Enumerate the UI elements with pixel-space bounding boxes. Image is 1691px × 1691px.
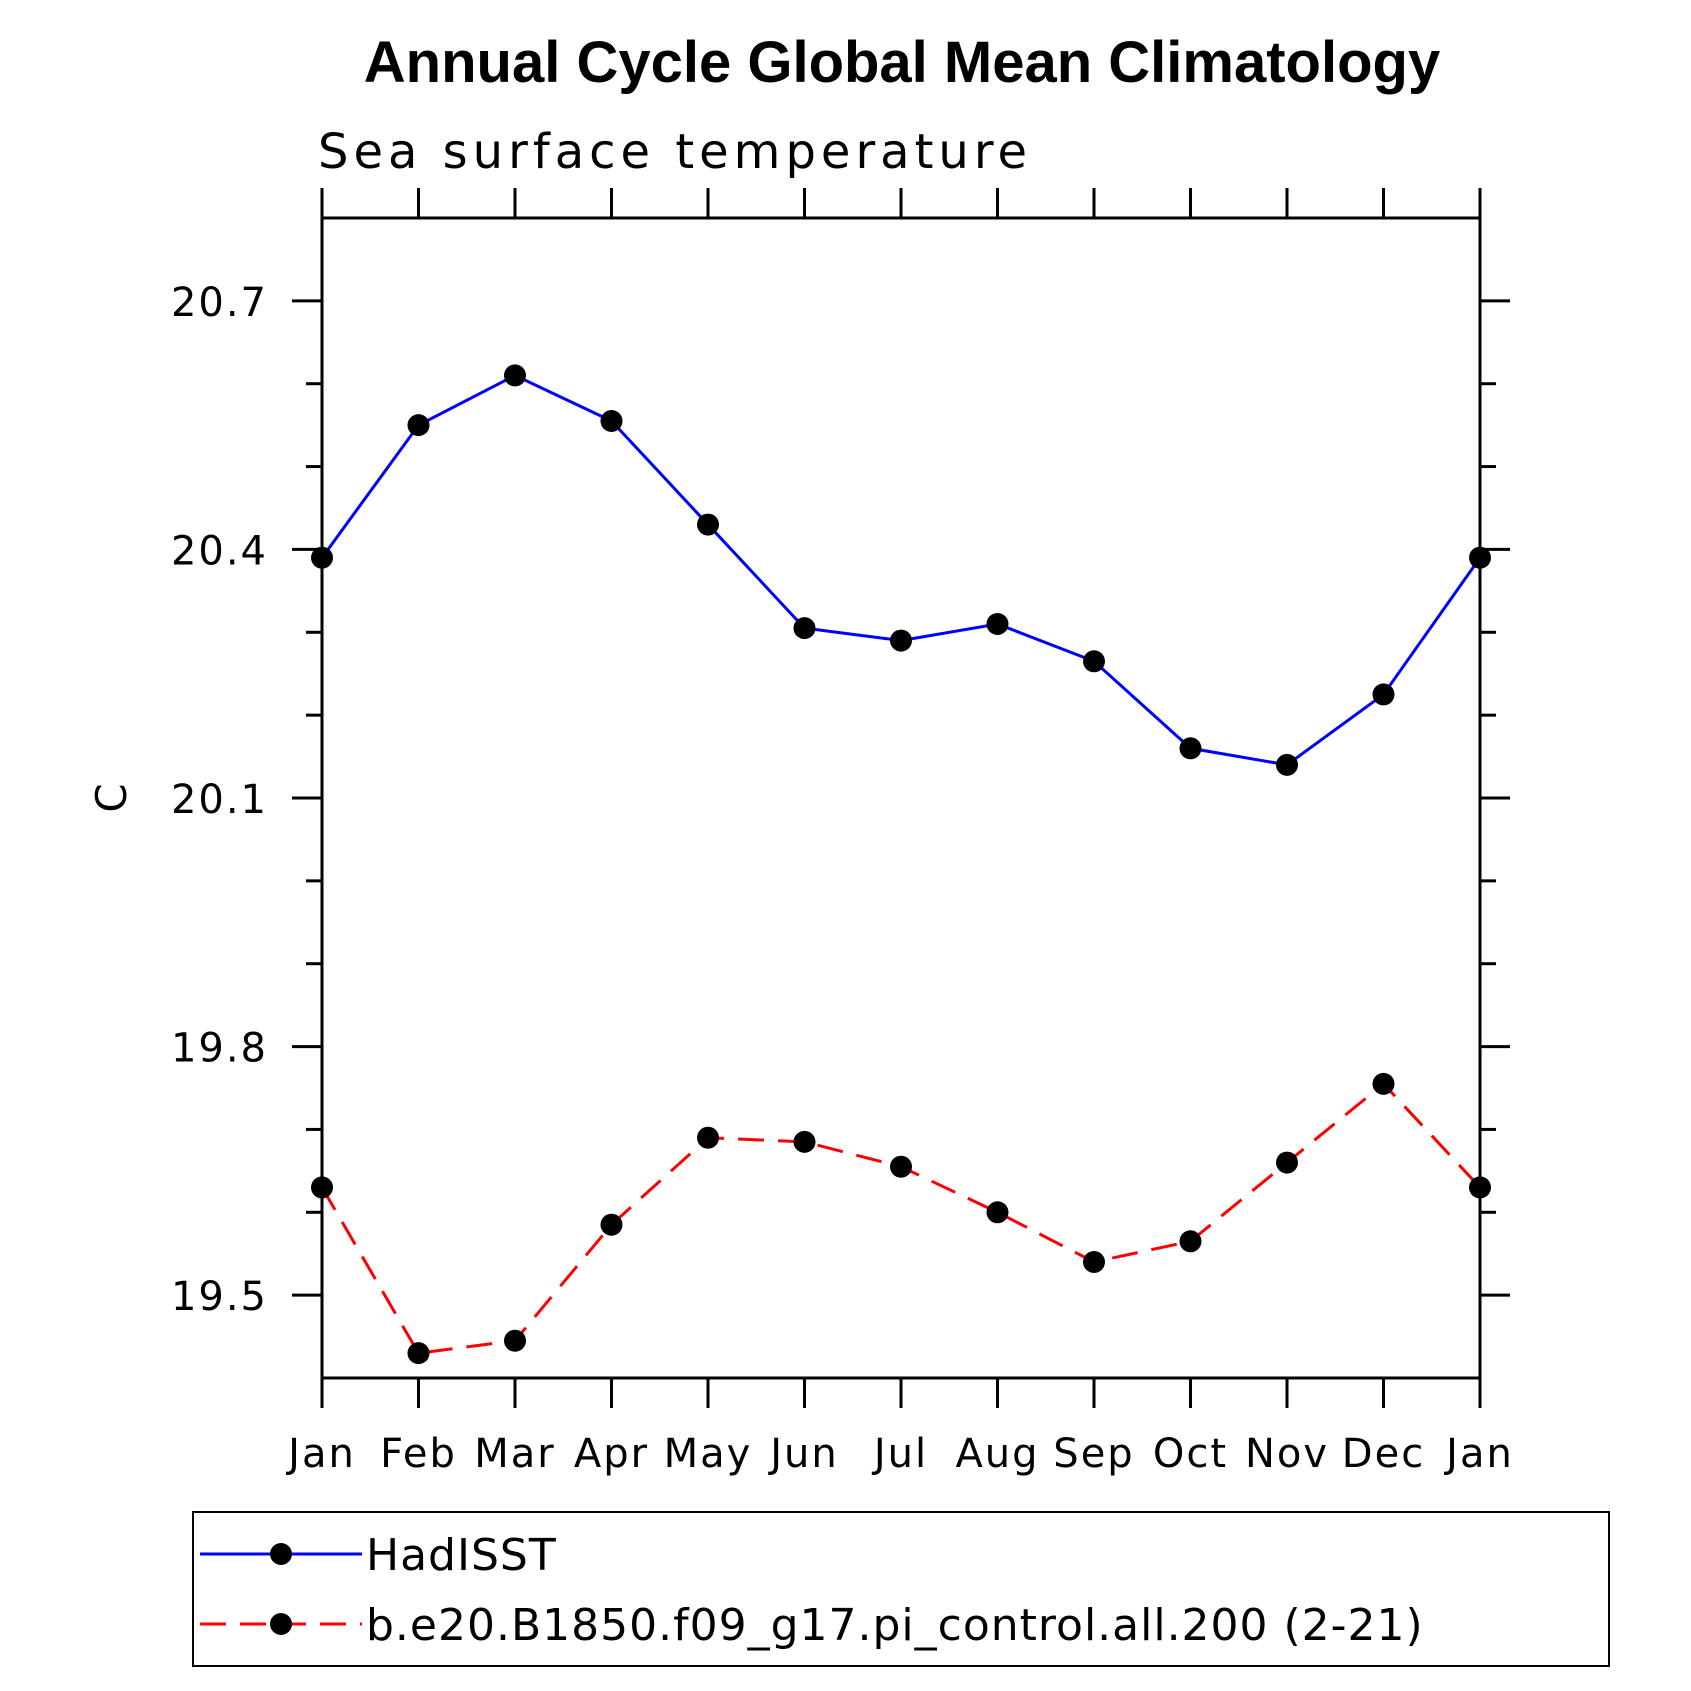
legend-box: [192, 1511, 1610, 1667]
series-2-point: [1372, 1072, 1395, 1095]
series-2-point: [407, 1342, 430, 1365]
x-tick-labels: Jan Feb Mar Apr May Jun Jul Aug Sep Oct Nov Dec Jan: [285, 1431, 1514, 1477]
x-tick-label: Jun: [767, 1431, 839, 1477]
y-tick-labels: 19.5 19.8 20.1 20.4 20.7: [171, 280, 268, 1320]
series-1-point: [311, 546, 333, 569]
series-2-point: [1083, 1251, 1105, 1273]
y-tick-label: 20.4: [171, 528, 268, 574]
plot-frame: [320, 216, 1482, 1380]
x-tick-label: Nov: [1245, 1431, 1329, 1477]
series-1-point: [600, 410, 623, 432]
series-2-point: [1276, 1151, 1298, 1174]
y-tick-label: 19.8: [171, 1026, 268, 1072]
series-1-point: [407, 414, 430, 437]
series-1-point: [1179, 737, 1202, 760]
series-2-point: [793, 1130, 816, 1153]
series-1-point: [1469, 546, 1491, 569]
y-tick-label: 20.1: [171, 777, 268, 823]
series-1-point: [504, 364, 526, 387]
x-tick-label: Jul: [871, 1431, 928, 1477]
series-2-point: [697, 1126, 719, 1149]
series-line-2: [320, 1081, 1482, 1355]
legend-marker: [270, 1613, 292, 1635]
x-tick-label: Feb: [380, 1431, 457, 1477]
series-2-point: [600, 1213, 623, 1236]
series-2-point: [890, 1155, 912, 1178]
series-1-point: [793, 617, 816, 640]
legend-marker: [270, 1543, 292, 1565]
chart-title: Annual Cycle Global Mean Climatology: [364, 30, 1440, 95]
x-tick-label: May: [664, 1431, 753, 1477]
x-tick-label: Mar: [474, 1431, 555, 1477]
legend-label: HadISST: [366, 1530, 557, 1581]
axis-ticks: [292, 188, 1510, 1408]
y-tick-label: 19.5: [171, 1274, 268, 1320]
legend-items: HadISST b.e20.B1850.f09_g17.pi_control.al…: [200, 1530, 1424, 1651]
series-2-point: [1179, 1230, 1202, 1253]
series-2-point: [986, 1201, 1009, 1224]
series-1-point: [1276, 753, 1298, 776]
y-tick-label: 20.7: [171, 280, 268, 326]
series-1-point: [697, 513, 719, 536]
series-1-point: [890, 629, 912, 652]
x-tick-label: Aug: [955, 1431, 1039, 1477]
series-line-1: [320, 373, 1482, 767]
series-1-point: [986, 613, 1009, 635]
series-2-point: [1469, 1176, 1491, 1199]
x-tick-label: Apr: [574, 1431, 649, 1477]
chart-subtitle: Sea surface temperature: [318, 124, 1032, 180]
x-tick-label: Jan: [285, 1431, 356, 1477]
series-1-point: [1083, 650, 1105, 673]
legend: HadISST b.e20.B1850.f09_g17.pi_control.al…: [192, 1511, 1610, 1667]
y-axis-label: C: [87, 783, 136, 812]
series-lines: [320, 373, 1482, 1355]
x-tick-label: Jan: [1443, 1431, 1514, 1477]
x-tick-label: Oct: [1153, 1431, 1228, 1477]
series-2-point: [504, 1329, 526, 1352]
x-tick-label: Dec: [1342, 1431, 1425, 1477]
x-tick-label: Sep: [1053, 1431, 1134, 1477]
series-1-point: [1372, 683, 1395, 706]
series-points: [311, 364, 1491, 1365]
legend-label: b.e20.B1850.f09_g17.pi_control.all.200 (…: [366, 1600, 1424, 1651]
series-2-point: [311, 1176, 333, 1199]
